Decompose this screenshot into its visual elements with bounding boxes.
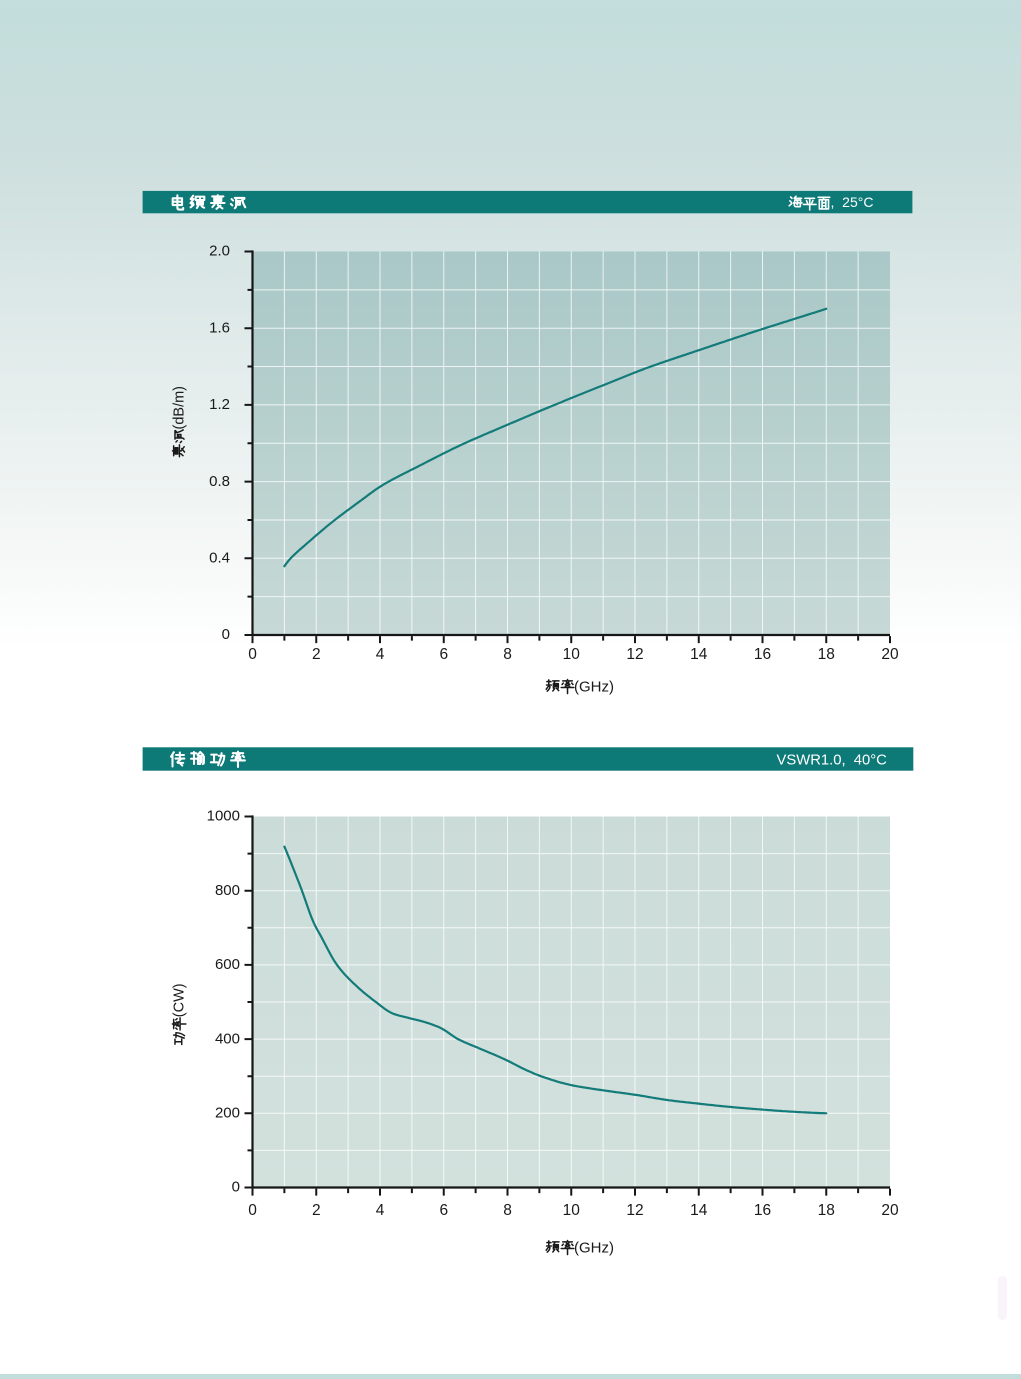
svg-text:6: 6 <box>439 1202 448 1219</box>
svg-text:2: 2 <box>312 1202 321 1219</box>
svg-text:, 25°C: , 25°C <box>831 194 874 210</box>
svg-text:800: 800 <box>215 882 240 899</box>
svg-text:(GHz): (GHz) <box>574 1240 614 1257</box>
svg-text:6: 6 <box>439 646 448 663</box>
svg-text:18: 18 <box>818 1202 835 1219</box>
svg-text:600: 600 <box>215 956 240 973</box>
svg-text:0: 0 <box>222 626 230 643</box>
svg-text:0.8: 0.8 <box>209 473 230 490</box>
svg-text:VSWR1.0, 40°C: VSWR1.0, 40°C <box>777 752 888 768</box>
svg-text:2: 2 <box>312 646 321 663</box>
svg-text:14: 14 <box>690 1202 708 1219</box>
svg-text:14: 14 <box>690 646 708 663</box>
svg-text:(dB/m): (dB/m) <box>172 386 188 430</box>
svg-text:(GHz): (GHz) <box>574 679 614 696</box>
svg-text:400: 400 <box>215 1030 240 1047</box>
svg-text:2.0: 2.0 <box>209 243 230 260</box>
svg-text:1.6: 1.6 <box>209 319 230 336</box>
svg-text:1.2: 1.2 <box>209 396 230 413</box>
svg-text:0.4: 0.4 <box>209 550 230 567</box>
svg-text:12: 12 <box>626 1202 643 1219</box>
svg-text:200: 200 <box>215 1105 240 1122</box>
svg-text:10: 10 <box>563 646 581 663</box>
svg-text:0: 0 <box>248 646 257 663</box>
svg-text:8: 8 <box>503 1202 512 1219</box>
svg-text:8: 8 <box>503 646 512 663</box>
svg-text:0: 0 <box>232 1179 240 1196</box>
svg-text:10: 10 <box>563 1202 581 1219</box>
svg-text:20: 20 <box>881 1202 899 1219</box>
svg-text:4: 4 <box>376 646 385 663</box>
svg-text:18: 18 <box>818 646 835 663</box>
svg-text:4: 4 <box>376 1202 385 1219</box>
svg-text:0: 0 <box>248 1202 257 1219</box>
svg-text:20: 20 <box>881 646 899 663</box>
svg-text:16: 16 <box>754 646 771 663</box>
svg-text:16: 16 <box>754 1202 771 1219</box>
svg-text:(CW): (CW) <box>172 983 188 1017</box>
svg-text:1000: 1000 <box>207 808 240 825</box>
svg-text:12: 12 <box>626 646 643 663</box>
